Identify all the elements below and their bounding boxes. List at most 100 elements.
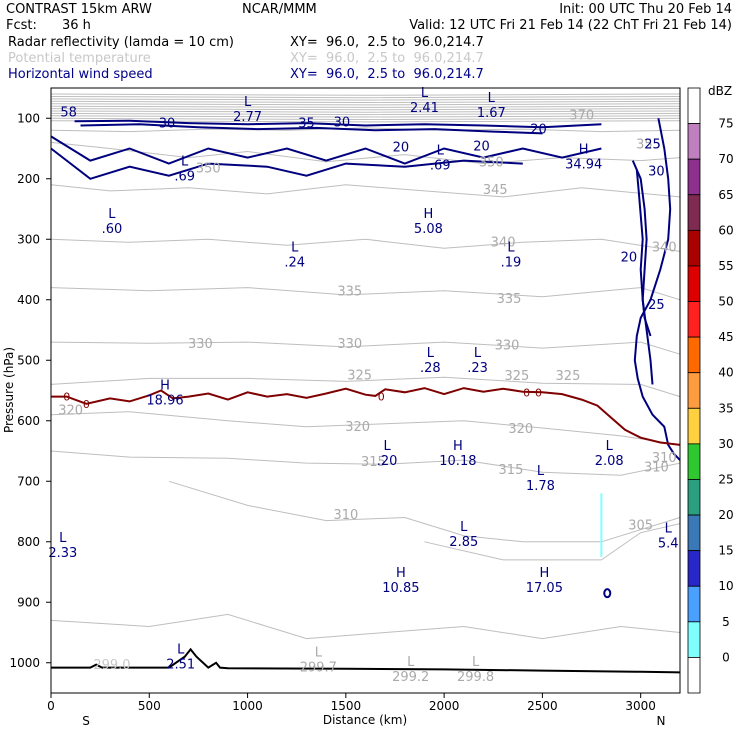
extremum-value: 2.51: [166, 658, 195, 673]
x-tick-label: 500: [138, 699, 161, 713]
wind-contour-label: 20: [473, 139, 490, 154]
valid-time: Valid: 12 UTC Fri 21 Feb 14 (22 ChT Fri …: [409, 18, 732, 33]
y-tick-label: 500: [17, 353, 40, 367]
chart-header: CONTRAST 15km ARW NCAR/MMM Init: 00 UTC …: [6, 2, 732, 82]
theta-contour-label: 320: [508, 422, 533, 437]
theta-contour-label: 305: [628, 519, 653, 534]
init-time: Init: 00 UTC Thu 20 Feb 14: [559, 2, 732, 17]
extremum-value: .69: [430, 159, 451, 174]
theta-contours: [50, 93, 681, 640]
theta-contour-label: 310: [652, 451, 677, 466]
freezing-contour-label: 0: [535, 386, 542, 399]
extremum-value: 34.94: [565, 157, 602, 172]
freezing-contour-label: 0: [63, 391, 70, 404]
y-tick-label: 700: [17, 474, 40, 488]
theta-contour-label: 335: [497, 292, 522, 307]
theta-contour-label: 325: [347, 369, 372, 384]
theta-isentrope: [50, 112, 681, 116]
extremum-value: 17.05: [526, 581, 563, 596]
extremum-marker: L: [108, 207, 116, 222]
extremum-marker: L: [177, 643, 185, 658]
extremum-value: 10.85: [382, 581, 419, 596]
theta-contour-label: 310: [333, 508, 358, 523]
extremum-value: 2.41: [410, 101, 439, 116]
x-axis-title: Distance (km): [323, 713, 407, 727]
y-tick-label: 100: [17, 111, 40, 125]
y-tick-label: 600: [17, 414, 40, 428]
extremum-marker: L: [421, 86, 429, 101]
extremum-value: .69: [174, 169, 195, 184]
colorbar-swatch: [687, 194, 701, 231]
wind-isotach: [80, 123, 543, 135]
field-line-2-label: Potential temperature: [8, 51, 151, 66]
freezing-contour-label: 0: [378, 391, 385, 404]
colorbar-swatch: [687, 265, 701, 302]
fcst-label: Fcst:: [6, 18, 37, 33]
theta-isentrope: [50, 98, 681, 101]
reflectivity-cell: [603, 588, 612, 599]
model-title: CONTRAST 15km ARW: [6, 2, 152, 17]
wind-isotach: [633, 118, 681, 461]
wind-contour-label: 30: [159, 116, 176, 131]
wind-contour-label: 25: [648, 298, 665, 313]
wind-isotach: [635, 169, 654, 385]
colorbar-swatch: [687, 657, 701, 694]
colorbar-label: 65: [718, 188, 733, 202]
fcst-value: 36 h: [62, 18, 91, 33]
center-title: NCAR/MMM: [242, 2, 317, 17]
extremum-value: 2.33: [48, 546, 77, 561]
extremum-marker: L: [59, 531, 67, 546]
colorbar-swatch: [687, 336, 701, 374]
wind-contour-label: 30: [334, 116, 351, 131]
theta-contour-label: 299.0: [93, 658, 130, 673]
plot-frame: [50, 87, 681, 694]
theta-contour-label: 350: [479, 156, 504, 171]
theta-isentrope: [50, 613, 681, 640]
theta-isentrope: [50, 141, 681, 165]
colorbar-swatch: [687, 479, 701, 516]
extremum-value: .60: [102, 222, 123, 237]
extremum-value: 10.18: [439, 454, 476, 469]
theta-contour-label: 310: [644, 461, 669, 476]
field-line-3-xy: XY= 96.0, 2.5 to 96.0,214.7: [290, 67, 484, 82]
extremum-marker: L: [437, 144, 445, 159]
extremum-value: 2.85: [449, 535, 478, 550]
y-tick-label: 400: [17, 293, 40, 307]
colorbar-swatch: [687, 407, 701, 445]
colorbar-label: 75: [718, 117, 733, 131]
extremum-marker: L: [507, 240, 515, 255]
extremum-marker: H: [579, 142, 589, 157]
theta-isentrope: [50, 238, 681, 252]
extremum-marker: H: [453, 439, 463, 454]
colorbar-swatch: [687, 372, 701, 409]
colorbar-label: 20: [718, 508, 733, 522]
theta-contour-label: 340: [652, 240, 677, 255]
extremum-marker: L: [427, 346, 435, 361]
extremum-value: .28: [420, 361, 441, 376]
y-tick-label: 300: [17, 232, 40, 246]
y-tick-label: 1000: [9, 656, 40, 670]
field-line-1-xy: XY= 96.0, 2.5 to 96.0,214.7: [290, 35, 484, 50]
wind-contour-label: 58: [60, 105, 77, 120]
colorbar-title: dBZ: [708, 84, 732, 98]
theta-contour-label: 335: [337, 285, 362, 300]
theta-isentrope: [424, 523, 681, 561]
wind-contour-label: 20: [393, 141, 410, 156]
colorbar-label: 40: [718, 366, 733, 380]
colorbar-label: 50: [718, 295, 733, 309]
theta-isentrope: [168, 480, 681, 543]
theta-isentrope: [50, 115, 681, 118]
extremum-value: 1.67: [477, 106, 506, 121]
theta-contour-label: 370: [569, 108, 594, 123]
theta-isentrope: [50, 110, 681, 113]
theta-contour-label: 315: [499, 463, 524, 478]
colorbar-label: 60: [718, 223, 733, 237]
y-tick-label: 200: [17, 172, 40, 186]
extremum-marker: H: [160, 378, 170, 393]
extrema-labels: L2.77L2.41L1.67H34.94L.69L.69L.60H5.08L.…: [48, 86, 678, 685]
x-tick-label: 1500: [331, 699, 362, 713]
field-line-1-label: Radar reflectivity (lamda = 10 cm): [8, 35, 234, 50]
x-axis-right-label: N: [657, 714, 666, 728]
colorbar-swatch: [687, 229, 701, 267]
